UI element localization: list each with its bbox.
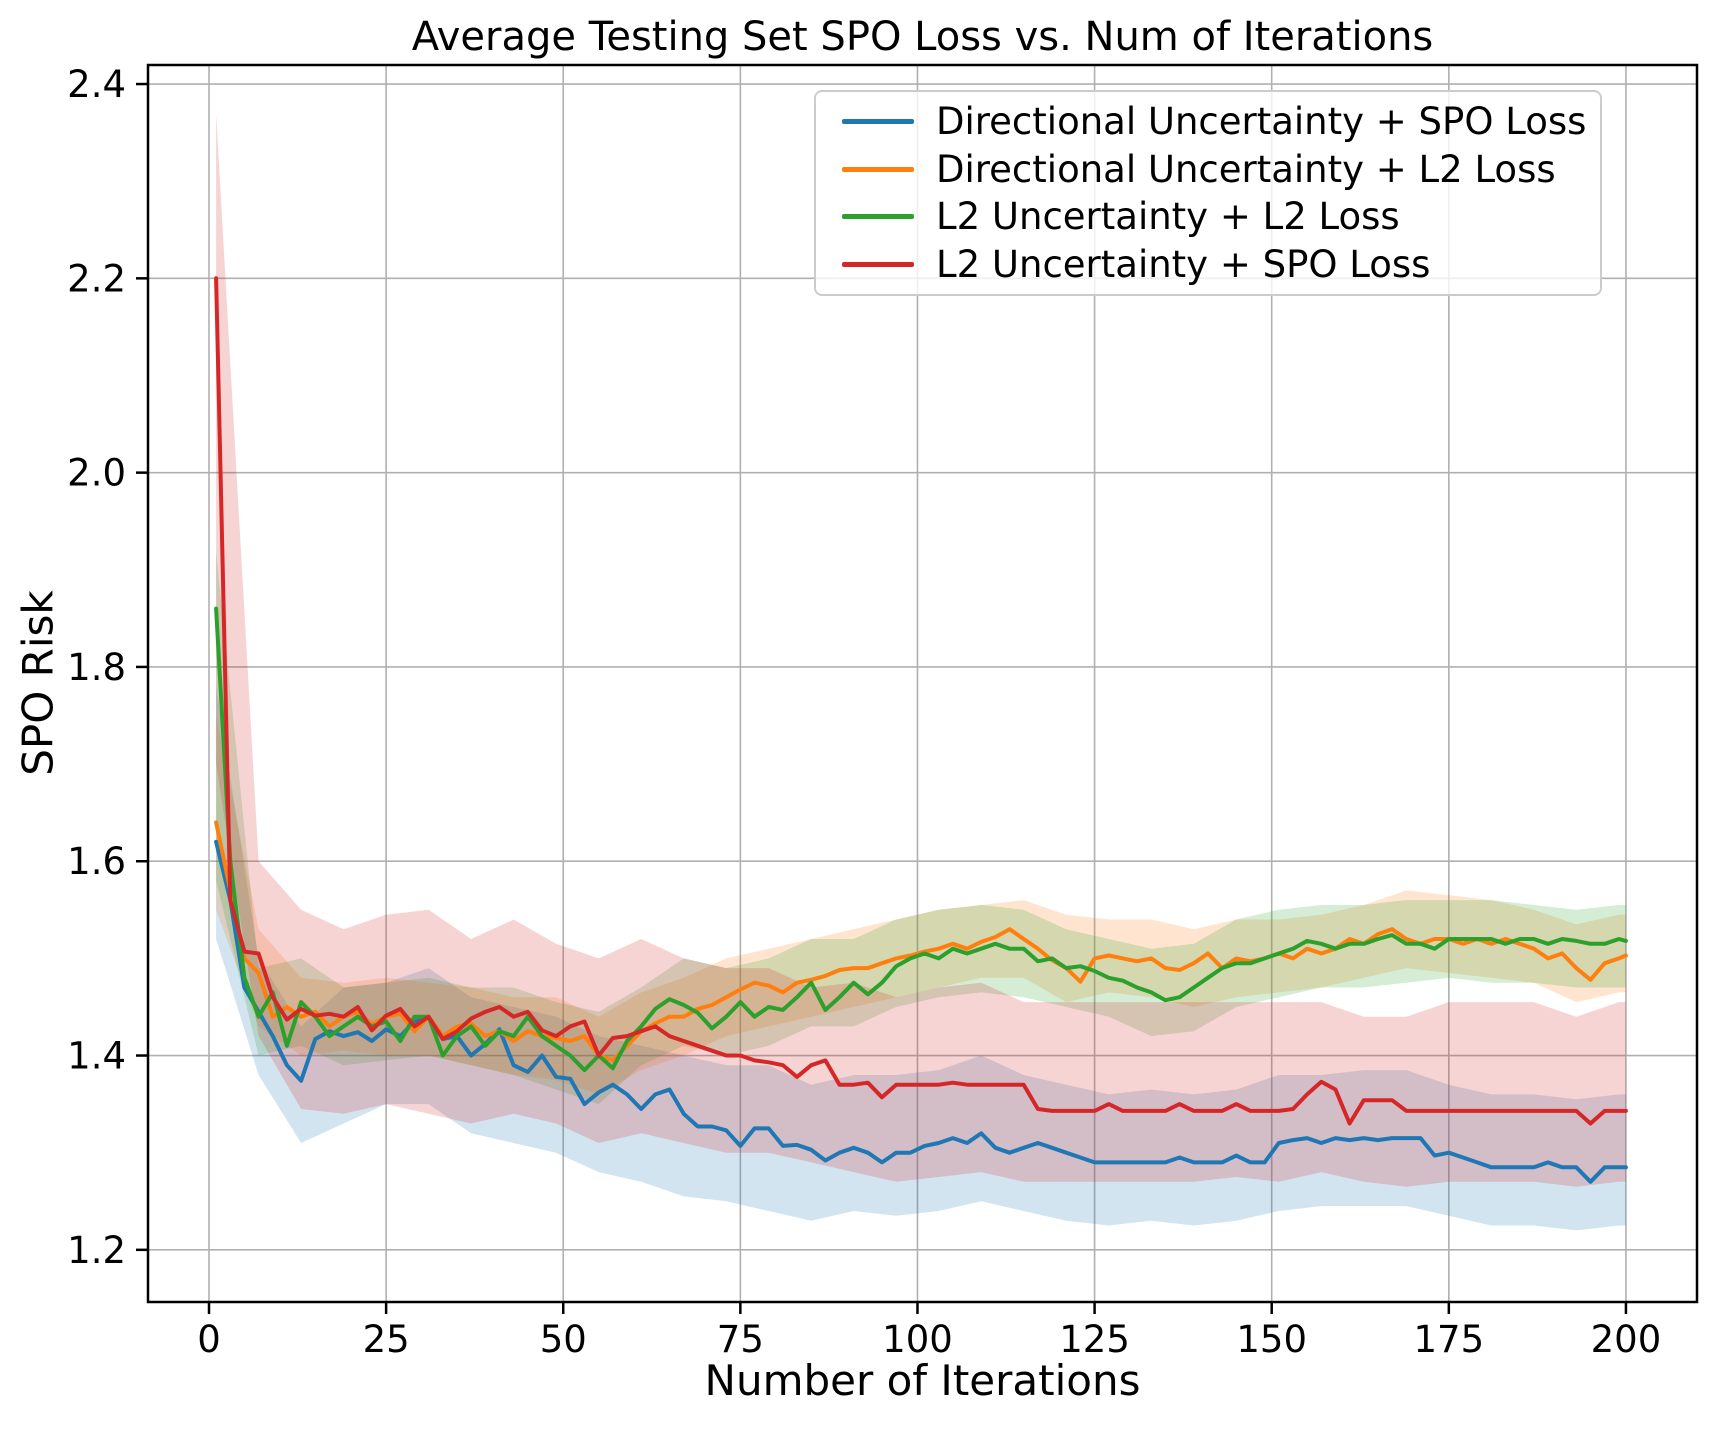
x-tick-label: 50 xyxy=(540,1318,587,1361)
x-tick-label: 25 xyxy=(363,1318,410,1361)
legend-item: L2 Uncertainty + L2 Loss xyxy=(816,195,1600,239)
legend-label: Directional Uncertainty + L2 Loss xyxy=(936,147,1556,191)
series-lines xyxy=(214,276,1628,1184)
legend-line-swatch xyxy=(842,119,914,125)
axis-ticks: 0 25 50 75 100 125 150 175 200 1.2 1.4 1.6 1.8 2.0 2.2… xyxy=(67,63,1661,1361)
legend-label: L2 Uncertainty + SPO Loss xyxy=(936,242,1431,286)
legend-line-swatch xyxy=(842,166,914,172)
confidence-bands xyxy=(216,113,1626,1231)
y-tick-label: 1.2 xyxy=(67,1229,126,1272)
legend-label: L2 Uncertainty + L2 Loss xyxy=(936,195,1400,239)
confidence-band-l2-spo xyxy=(216,113,1626,1187)
y-tick-label: 1.8 xyxy=(67,646,126,689)
y-tick-label: 2.2 xyxy=(67,257,126,300)
series-line-l2-l2 xyxy=(214,606,1628,1073)
series-line-dir-spo xyxy=(214,839,1628,1184)
y-tick-label: 2.4 xyxy=(67,63,126,106)
series-line-l2-spo xyxy=(214,276,1628,1126)
x-axis-label: Number of Iterations xyxy=(704,1356,1141,1405)
confidence-band-dir-spo xyxy=(216,686,1626,1231)
y-tick-label: 2.0 xyxy=(67,452,126,495)
legend-line-swatch xyxy=(842,261,914,267)
x-tick-label: 125 xyxy=(1059,1318,1130,1361)
y-tick-label: 1.6 xyxy=(67,840,126,883)
chart-title: Average Testing Set SPO Loss vs. Num of … xyxy=(411,14,1434,60)
legend-item: L2 Uncertainty + SPO Loss xyxy=(816,242,1600,286)
x-tick-label: 150 xyxy=(1236,1318,1307,1361)
y-axis-label: SPO Risk xyxy=(13,590,63,776)
legend-label: Directional Uncertainty + SPO Loss xyxy=(936,100,1587,144)
legend-line-swatch xyxy=(842,214,914,220)
confidence-band-l2-l2 xyxy=(216,550,1626,1105)
legend-item: Directional Uncertainty + SPO Loss xyxy=(816,100,1600,144)
x-tick-label: 200 xyxy=(1591,1318,1662,1361)
y-tick-label: 1.4 xyxy=(67,1035,126,1078)
legend-item: Directional Uncertainty + L2 Loss xyxy=(816,147,1600,191)
x-tick-label: 75 xyxy=(717,1318,764,1361)
x-tick-label: 100 xyxy=(882,1318,953,1361)
legend: Directional Uncertainty + SPO Loss Direc… xyxy=(814,90,1602,296)
x-tick-label: 0 xyxy=(197,1318,221,1361)
axes-spines xyxy=(146,63,1699,1304)
x-tick-label: 175 xyxy=(1414,1318,1485,1361)
